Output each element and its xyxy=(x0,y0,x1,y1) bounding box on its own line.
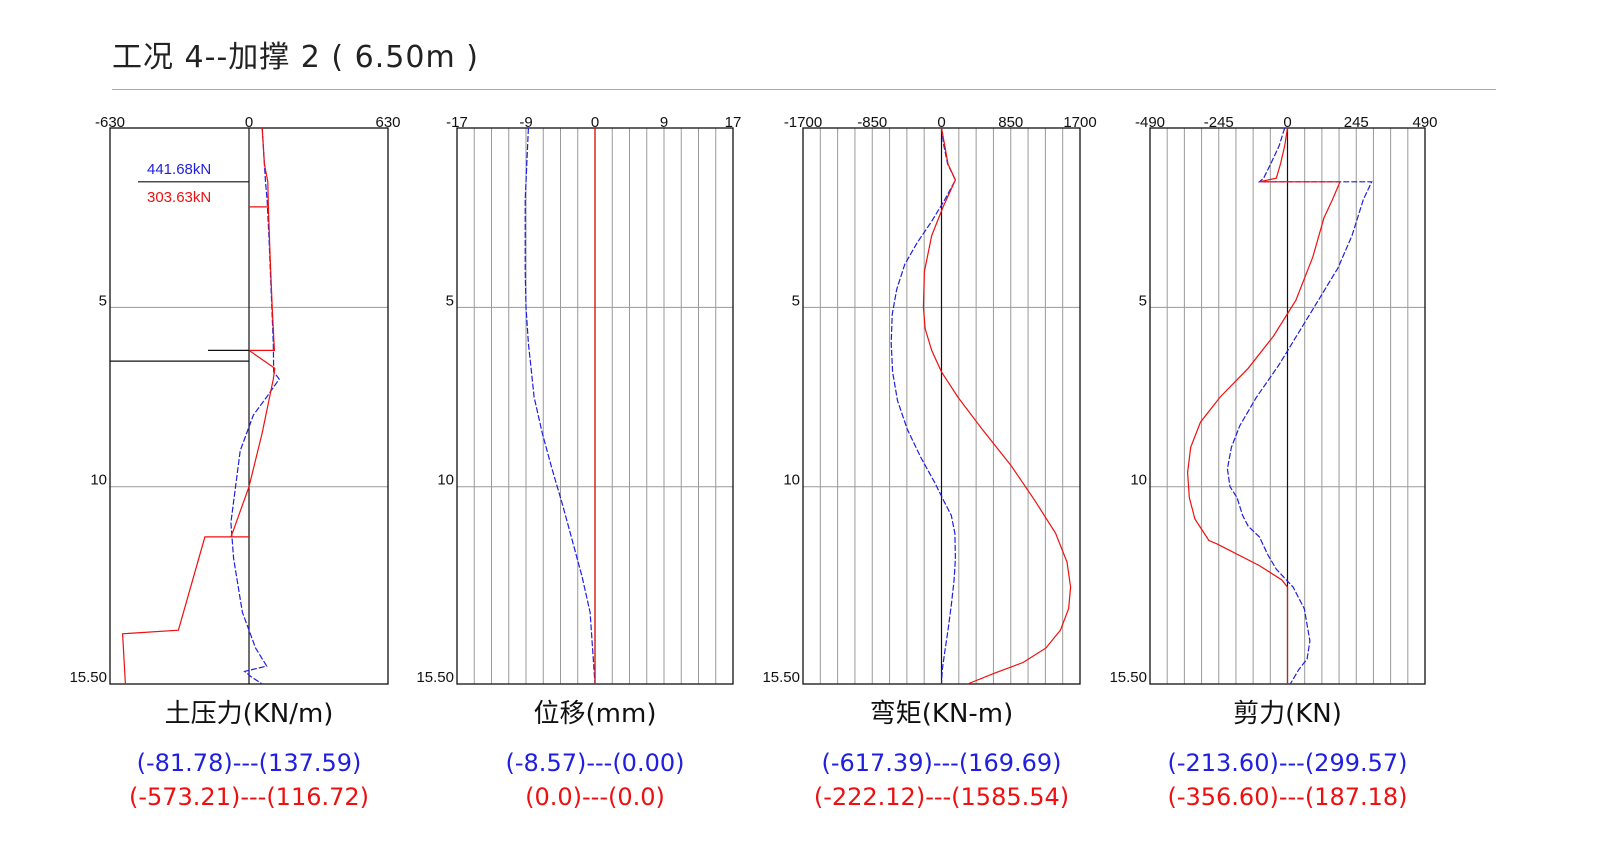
chart-title: 位移(mm) xyxy=(534,699,657,729)
x-tick-label: -17 xyxy=(446,114,468,131)
chart-title: 土压力(KN/m) xyxy=(165,699,334,729)
range-blue: (-8.57)---(0.00) xyxy=(506,749,685,777)
x-tick-label: 245 xyxy=(1344,114,1369,131)
series-line-blue xyxy=(230,127,280,685)
x-tick-label: -1700 xyxy=(784,114,822,131)
range-blue: (-81.78)---(137.59) xyxy=(137,749,362,777)
y-tick-label: 5 xyxy=(1139,292,1147,309)
chart-title: 弯矩(KN-m) xyxy=(870,699,1014,729)
series-line-blue xyxy=(524,127,596,685)
x-tick-label: -9 xyxy=(519,114,532,131)
series-line-red xyxy=(922,127,1072,685)
x-tick-label: 630 xyxy=(375,114,400,131)
y-tick-label: 10 xyxy=(1130,472,1147,489)
y-tick-label: 10 xyxy=(437,472,454,489)
x-tick-label: 0 xyxy=(591,114,599,131)
page-title: 工况 4--加撑 2 ( 6.50m ) xyxy=(112,40,479,75)
range-red: (-222.12)---(1585.54) xyxy=(814,783,1069,811)
y-tick-label: 15.50 xyxy=(762,669,800,686)
x-tick-label: 0 xyxy=(1283,114,1291,131)
y-tick-label: 15.50 xyxy=(1109,669,1147,686)
chart-panel-4: -490 -245 0 245 490 5 10 15.50 剪力(KN) (-213.60)--… xyxy=(1109,114,1437,811)
x-tick-label: 17 xyxy=(725,114,742,131)
y-tick-label: 5 xyxy=(446,292,454,309)
x-tick-label: -630 xyxy=(95,114,125,131)
range-blue: (-617.39)---(169.69) xyxy=(821,749,1061,777)
chart-panel-3: -1700 -850 0 850 1700 5 10 15.50 弯矩(KN-m) (-617.3… xyxy=(762,114,1096,811)
title-divider xyxy=(112,89,1496,90)
series-line-blue xyxy=(1226,127,1373,685)
x-tick-label: -245 xyxy=(1204,114,1234,131)
chart-title: 剪力(KN) xyxy=(1233,699,1342,729)
x-tick-label: -490 xyxy=(1135,114,1165,131)
strut-force-blue: 441.68kN xyxy=(147,161,211,178)
range-red: (-573.21)---(116.72) xyxy=(129,783,369,811)
y-tick-label: 15.50 xyxy=(69,669,107,686)
x-tick-label: 490 xyxy=(1412,114,1437,131)
series-line-red xyxy=(1186,127,1341,684)
chart-panel-2: -17 -9 0 9 17 5 10 15.50 位移(mm) (-8.57)---(0.00) (… xyxy=(416,114,741,811)
x-tick-label: 850 xyxy=(998,114,1023,131)
y-tick-label: 5 xyxy=(99,292,107,309)
series-line-blue xyxy=(890,127,957,685)
range-red: (0.0)---(0.0) xyxy=(525,783,665,811)
x-tick-label: -850 xyxy=(857,114,887,131)
range-blue: (-213.60)---(299.57) xyxy=(1167,749,1407,777)
strut-force-red: 303.63kN xyxy=(147,189,211,206)
chart-panel-1: -630 0 630 5 10 15.50 441.68kN 303.63kN 土压力(KN/m… xyxy=(69,114,400,811)
y-tick-label: 10 xyxy=(783,472,800,489)
range-red: (-356.60)---(187.18) xyxy=(1167,783,1407,811)
x-tick-label: 1700 xyxy=(1063,114,1096,131)
y-tick-label: 10 xyxy=(90,472,107,489)
y-tick-label: 5 xyxy=(792,292,800,309)
y-tick-label: 15.50 xyxy=(416,669,454,686)
series-line-red xyxy=(121,127,276,685)
x-tick-label: 0 xyxy=(245,114,253,131)
x-tick-label: 0 xyxy=(937,114,945,131)
x-tick-label: 9 xyxy=(660,114,668,131)
